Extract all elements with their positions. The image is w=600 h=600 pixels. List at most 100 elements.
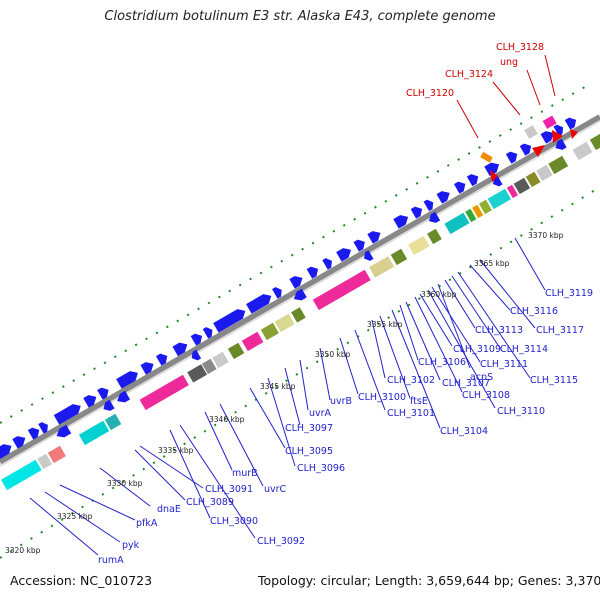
gene-arrow — [525, 171, 541, 188]
gene-arrow — [38, 422, 48, 434]
gene-label: CLH_3104 — [440, 426, 488, 437]
gene-label-CLH_3120: CLH_3120 — [406, 88, 454, 99]
gene-arrow — [519, 143, 532, 156]
map-title: Clostridium botulinum E3 str. Alaska E43… — [104, 9, 496, 24]
gene-arrow — [241, 331, 264, 352]
gene-label: CLH_3090 — [210, 516, 258, 527]
gene-arrow — [472, 204, 484, 219]
gene-arrow — [246, 294, 272, 314]
gene-arrow — [553, 124, 564, 137]
genome-backbone — [0, 114, 600, 465]
genome-summary-text: Topology: circular; Length: 3,659,644 bp… — [258, 573, 600, 588]
gene-label: CLH_3114 — [500, 344, 548, 355]
gene-arrow — [37, 453, 53, 470]
gene-label: uvrB — [330, 396, 352, 407]
gene-label: CLH_3119 — [545, 288, 593, 299]
gene-label: CLH_3113 — [475, 325, 523, 336]
gene-label: dnaE — [157, 504, 181, 515]
gene-label: CLH_3117 — [536, 325, 584, 336]
gene-label: CLH_3116 — [510, 306, 558, 317]
gene-arrow — [27, 427, 40, 440]
gene-arrow — [453, 181, 466, 194]
gene-arrow — [53, 404, 81, 425]
forward-strand-genes — [0, 117, 577, 464]
rna-features — [480, 115, 578, 182]
gene-arrow — [336, 248, 352, 262]
gene-arrow — [187, 364, 208, 383]
gene-arrow — [202, 327, 213, 339]
gene-label: CLH_3110 — [497, 406, 545, 417]
gene-arrow — [393, 215, 409, 229]
gene-arrow — [444, 212, 470, 235]
gene-arrow — [191, 349, 202, 361]
gene-arrow — [47, 445, 66, 464]
kbp-label: 3340 kbp — [209, 415, 245, 424]
gene-label: CLH_3089 — [186, 497, 234, 508]
gene-arrow — [78, 420, 110, 446]
scale-labels: 3320 kbp 3325 kbp 3330 kbp 3335 kbp 3340… — [5, 231, 564, 555]
gene-arrow — [293, 288, 307, 301]
gene-label: acpS — [470, 372, 493, 383]
gene-label: pyk — [122, 540, 140, 551]
gene-label: CLH_3106 — [418, 357, 466, 368]
gene-arrow — [484, 162, 500, 177]
gene-arrow — [117, 390, 131, 403]
kbp-label: 3320 kbp — [5, 546, 41, 555]
gene-label-CLH_3128: CLH_3128 — [496, 42, 544, 53]
gene-arrow — [367, 231, 381, 244]
accession-text: Accession: NC_010723 — [10, 573, 153, 588]
gene-label: CLH_3109 — [453, 344, 501, 355]
gene-arrow — [116, 371, 138, 389]
kbp-label: 3355 kbp — [367, 320, 403, 329]
gene-arrow — [212, 351, 229, 369]
gene-label: uvrC — [264, 484, 287, 495]
gene-arrow — [555, 138, 567, 150]
reverse-strand-genes — [1, 132, 600, 491]
gene-arrow — [227, 342, 245, 360]
gene-arrow — [260, 322, 279, 341]
gene-arrow — [465, 208, 477, 223]
gene-arrow — [423, 199, 434, 212]
gene-label: CLH_3115 — [530, 375, 578, 386]
outer-tick-row — [0, 83, 591, 424]
gene-label-ung: ung — [500, 57, 518, 68]
gene-arrow — [513, 177, 531, 195]
gene-arrow — [213, 309, 246, 333]
gene-arrow — [274, 313, 295, 333]
gene-label: ftsE — [410, 396, 428, 407]
gene-arrow — [506, 184, 518, 199]
gene-arrow — [436, 191, 450, 204]
gene-arrow — [466, 174, 479, 187]
gene-label: CLH_3096 — [297, 463, 345, 474]
gene-arrow — [429, 211, 441, 223]
kbp-label: 3330 kbp — [107, 479, 143, 488]
gene-arrow — [427, 228, 442, 245]
red-gene-labels: CLH_3120 CLH_3124 ung CLH_3128 — [406, 42, 544, 99]
gene-label: CLH_3100 — [358, 392, 406, 403]
gene-label-CLH_3124: CLH_3124 — [445, 69, 493, 80]
gene-label: CLH_3102 — [387, 375, 435, 386]
gene-arrow — [589, 132, 600, 151]
blue-gene-labels: rumA pyk pfkA dnaE CLH_3089 CLH_3090 CLH… — [98, 288, 593, 566]
gene-arrow — [390, 248, 408, 266]
blue-leaders — [29, 237, 546, 556]
gene-arrow — [548, 155, 569, 175]
gene-arrow — [97, 387, 109, 400]
gene-arrow — [139, 374, 189, 411]
gene-arrow — [306, 266, 319, 279]
kbp-label: 3335 kbp — [158, 446, 194, 455]
gene-label: rumA — [98, 555, 124, 566]
gene-arrow — [291, 307, 306, 323]
gene-arrow — [104, 413, 122, 431]
gene-arrow — [0, 444, 12, 464]
gene-label: CLH_3092 — [257, 536, 305, 547]
gene-arrow — [312, 269, 371, 311]
gene-arrow — [564, 117, 577, 130]
gene-label: CLH_3108 — [462, 390, 510, 401]
gene-arrow — [155, 353, 168, 366]
gene-arrow — [364, 250, 374, 261]
gene-arrow — [201, 358, 217, 375]
kbp-label: 3360 kbp — [421, 290, 457, 299]
gene-arrow — [172, 342, 188, 357]
